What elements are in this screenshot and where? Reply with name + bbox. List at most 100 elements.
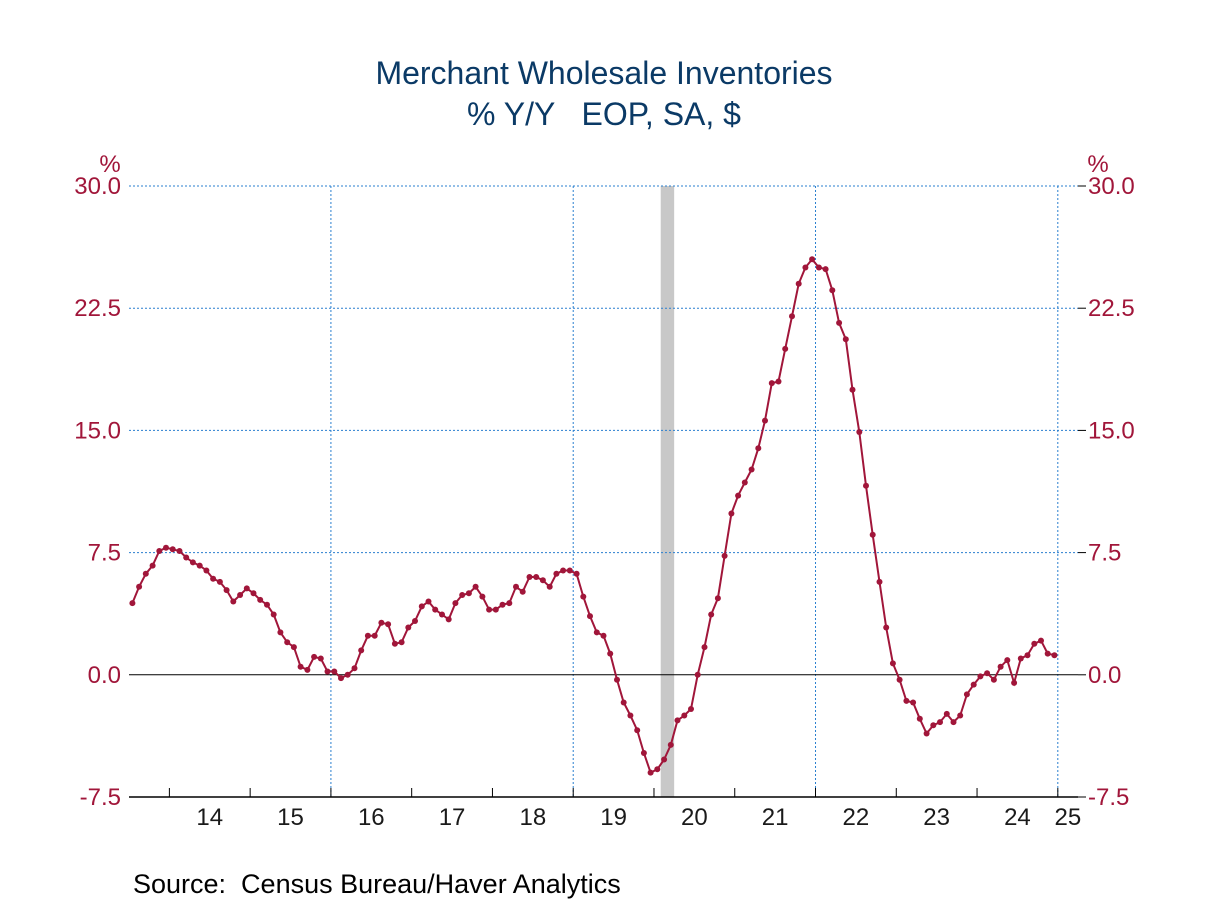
series-point-16 <box>237 592 244 598</box>
series-point-92 <box>748 466 755 473</box>
series-point-79 <box>661 756 668 763</box>
series-point-91 <box>741 479 748 486</box>
series-point-120 <box>937 719 943 726</box>
series-point-80 <box>667 741 674 748</box>
series-point-102 <box>815 264 822 271</box>
series-point-122 <box>950 719 957 726</box>
series-point-68 <box>587 613 593 620</box>
series-point-100 <box>802 264 809 271</box>
recession-band-0 <box>660 186 675 797</box>
series-point-134 <box>1031 640 1038 647</box>
series-point-65 <box>566 567 573 574</box>
series-point-96 <box>775 378 782 385</box>
y-axis-right-ticks: 30.0 22.5 15.0 7.5 0.0 -7.5 <box>1078 173 1135 811</box>
series-point-32 <box>344 671 351 678</box>
series-point-106 <box>842 336 849 343</box>
series-point-109 <box>863 482 869 489</box>
x-tick-label-18: 18 <box>519 804 546 831</box>
series-point-31 <box>338 675 344 682</box>
series-point-53 <box>486 606 493 613</box>
series-point-85 <box>701 644 708 651</box>
series-point-125 <box>970 681 977 688</box>
series-point-34 <box>358 647 365 654</box>
series-point-44 <box>425 598 432 605</box>
series-point-64 <box>560 567 567 574</box>
series-point-69 <box>593 629 600 636</box>
series-point-35 <box>364 632 371 639</box>
series-point-129 <box>997 663 1004 670</box>
series-point-38 <box>385 621 392 628</box>
y-tick-label-right-5: -7.5 <box>1088 784 1129 811</box>
series-point-45 <box>432 606 439 613</box>
series-point-116 <box>910 699 917 706</box>
series-point-66 <box>573 570 580 577</box>
series-point-28 <box>317 655 324 662</box>
y-tick-label-left-5: -7.5 <box>80 784 121 811</box>
series-point-57 <box>513 583 519 590</box>
series-point-21 <box>270 611 277 618</box>
series-point-118 <box>923 730 930 737</box>
series-point-51 <box>472 583 479 590</box>
x-tick-label-15: 15 <box>277 804 304 831</box>
series-point-78 <box>654 766 661 773</box>
series-points <box>129 256 1058 776</box>
series-point-6 <box>169 546 176 553</box>
series-point-86 <box>708 611 715 618</box>
series-point-83 <box>688 706 694 712</box>
series-point-99 <box>795 280 802 287</box>
series-point-33 <box>351 665 358 672</box>
series-point-50 <box>465 590 472 597</box>
series-line <box>131 257 1055 774</box>
y-tick-label-right-0: 30.0 <box>1088 173 1135 200</box>
series-point-73 <box>620 699 627 706</box>
y-axis-left-ticks: 30.0 22.5 15.0 7.5 0.0 -7.5 <box>74 173 121 811</box>
x-tick-label-19: 19 <box>600 804 627 831</box>
series-point-43 <box>418 603 425 610</box>
series-point-25 <box>297 663 304 670</box>
series-point-24 <box>290 644 297 651</box>
series-point-137 <box>1051 652 1058 659</box>
series-point-37 <box>378 619 385 626</box>
y-tick-label-right-3: 7.5 <box>1088 540 1121 567</box>
series-point-123 <box>957 712 964 719</box>
series-point-4 <box>156 548 163 554</box>
series-point-47 <box>445 616 452 623</box>
series-point-77 <box>647 769 654 776</box>
series-point-97 <box>782 345 789 352</box>
x-axis-labels: 14 15 16 17 18 19 20 21 22 23 24 25 <box>196 804 1081 831</box>
series-point-54 <box>492 606 499 613</box>
y-tick-label-left-4: 0.0 <box>88 662 121 689</box>
series-point-14 <box>223 587 230 594</box>
series-point-42 <box>412 618 418 624</box>
series-point-101 <box>809 256 816 263</box>
series-point-98 <box>789 313 795 320</box>
series-point-133 <box>1024 652 1031 659</box>
series-point-20 <box>264 601 270 608</box>
series-point-39 <box>391 640 398 647</box>
series-point-61 <box>539 577 546 584</box>
series-point-74 <box>627 712 634 719</box>
x-tick-label-20: 20 <box>681 804 708 831</box>
series-point-115 <box>903 697 910 704</box>
series-point-72 <box>614 676 620 683</box>
series-point-113 <box>889 660 896 667</box>
series-point-130 <box>1004 657 1011 664</box>
x-tick-label-14: 14 <box>196 804 223 831</box>
series-point-81 <box>674 717 681 724</box>
x-tick-label-25: 25 <box>1055 804 1082 831</box>
x-tick-label-17: 17 <box>439 804 466 831</box>
series-point-3 <box>149 562 156 569</box>
series-point-2 <box>142 570 149 577</box>
series-point-5 <box>163 544 169 551</box>
series-point-36 <box>371 632 378 639</box>
series-point-52 <box>479 593 486 600</box>
series-point-8 <box>183 554 190 561</box>
series-point-117 <box>916 715 923 722</box>
recession-shading <box>660 186 675 797</box>
series-point-15 <box>230 598 237 605</box>
y-tick-label-right-4: 0.0 <box>1088 662 1121 689</box>
series-point-11 <box>203 567 210 574</box>
series-point-19 <box>257 596 264 603</box>
series-point-48 <box>452 600 459 607</box>
